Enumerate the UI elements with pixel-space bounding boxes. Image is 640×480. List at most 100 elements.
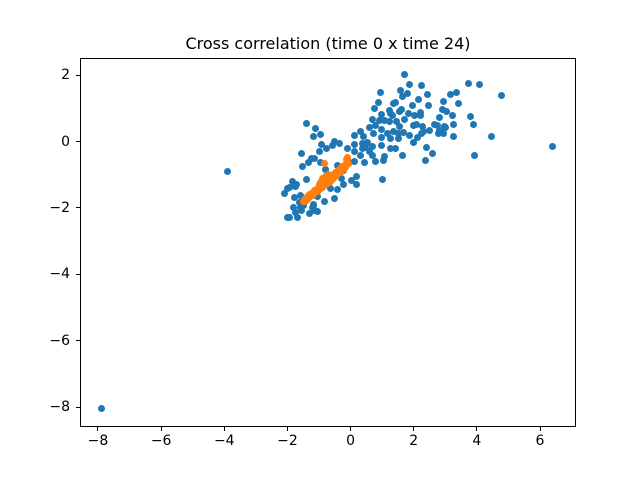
scatter-point-orange [343, 154, 351, 162]
scatter-point-blue [436, 113, 444, 121]
scatter-point-blue [348, 176, 356, 184]
y-tick-label: 2 [61, 67, 70, 84]
scatter-point-blue [360, 132, 368, 140]
scatter-point-blue [364, 138, 372, 146]
scatter-point-blue [390, 127, 398, 135]
scatter-point-blue [343, 144, 351, 152]
scatter-point-blue [361, 143, 369, 151]
scatter-point-blue [350, 140, 358, 148]
scatter-point-blue [414, 133, 422, 141]
scatter-point-blue [302, 175, 310, 183]
scatter-point-blue [389, 111, 397, 119]
scatter-point-blue [378, 176, 386, 184]
scatter-point-blue [465, 79, 473, 87]
scatter-point-blue [366, 123, 374, 131]
scatter-point-blue [429, 149, 437, 157]
scatter-point-blue [384, 129, 392, 137]
x-tick-mark [350, 427, 352, 431]
scatter-point-blue [318, 140, 326, 148]
scatter-point-blue [295, 198, 303, 206]
scatter-point-blue [395, 134, 403, 142]
scatter-point-blue [439, 129, 447, 137]
scatter-point-blue [433, 121, 441, 129]
y-tick-label: 0 [61, 133, 70, 150]
scatter-point-blue [443, 107, 451, 115]
scatter-point-blue [488, 133, 496, 141]
scatter-point-blue [289, 177, 297, 185]
scatter-point-blue [309, 132, 317, 140]
scatter-point-blue [447, 90, 455, 98]
scatter-point-blue [405, 109, 413, 117]
scatter-point-blue [372, 121, 380, 129]
scatter-point-blue [395, 129, 403, 137]
scatter-point-blue [311, 154, 319, 162]
scatter-point-blue [377, 88, 385, 96]
scatter-point-blue [369, 151, 377, 159]
x-tick-label: 4 [472, 433, 482, 449]
scatter-point-blue [323, 144, 331, 152]
scatter-point-blue [356, 127, 364, 135]
scatter-point-blue [397, 105, 405, 113]
scatter-point-blue [281, 189, 289, 197]
scatter-point-blue [409, 121, 417, 129]
scatter-point-blue [403, 90, 411, 98]
scatter-point-blue [442, 123, 450, 131]
scatter-point-blue [223, 167, 231, 175]
scatter-point-blue [317, 131, 325, 139]
scatter-point-blue [413, 120, 421, 128]
scatter-point-blue [379, 156, 387, 164]
scatter-point-blue [294, 213, 302, 221]
y-tick-label: −8 [49, 399, 70, 416]
scatter-point-blue [421, 156, 429, 164]
scatter-point-blue [438, 105, 446, 113]
scatter-point-blue [290, 193, 298, 201]
scatter-point-blue [371, 104, 379, 112]
scatter-point-blue [299, 162, 307, 170]
scatter-point-blue [453, 88, 461, 96]
x-tick-label: 2 [409, 433, 419, 449]
scatter-point-orange [344, 160, 352, 168]
scatter-point-blue [315, 147, 323, 155]
scatter-point-blue [400, 70, 408, 78]
scatter-point-blue [351, 158, 359, 166]
scatter-point-blue [386, 134, 394, 142]
scatter-point-blue [411, 111, 419, 119]
y-tick-mark [76, 141, 80, 143]
scatter-point-blue [293, 180, 301, 188]
x-tick-label: 6 [535, 433, 545, 449]
y-tick-label: −4 [49, 266, 70, 283]
scatter-point-blue [450, 132, 458, 140]
scatter-point-blue [369, 115, 377, 123]
scatter-point-blue [313, 207, 321, 215]
scatter-point-blue [381, 116, 389, 124]
scatter-point-blue [372, 157, 380, 165]
scatter-point-blue [296, 191, 304, 199]
scatter-point-blue [375, 98, 383, 106]
scatter-point-blue [329, 141, 337, 149]
scatter-point-blue [331, 194, 339, 202]
scatter-point-blue [391, 98, 399, 106]
scatter-point-blue [385, 117, 393, 125]
scatter-point-orange [320, 181, 328, 189]
x-tick-label: −8 [87, 433, 109, 449]
y-tick-label: −6 [49, 332, 70, 349]
scatter-point-blue [400, 128, 408, 136]
scatter-point-blue [396, 87, 404, 95]
scatter-point-blue [320, 197, 328, 205]
x-tick-mark [476, 427, 478, 431]
chart-title: Cross correlation (time 0 x time 24) [185, 34, 471, 53]
x-tick-label: −6 [150, 433, 172, 449]
scatter-point-blue [336, 139, 344, 147]
scatter-point-blue [439, 97, 447, 105]
scatter-point-blue [420, 127, 428, 135]
scatter-point-blue [369, 142, 377, 150]
scatter-point-blue [326, 184, 334, 192]
x-tick-mark [160, 427, 162, 431]
scatter-point-blue [455, 99, 463, 107]
scatter-point-blue [449, 111, 457, 119]
scatter-point-blue [321, 165, 329, 173]
scatter-point-blue [298, 149, 306, 157]
x-tick-mark [539, 427, 541, 431]
scatter-point-blue [300, 201, 308, 209]
